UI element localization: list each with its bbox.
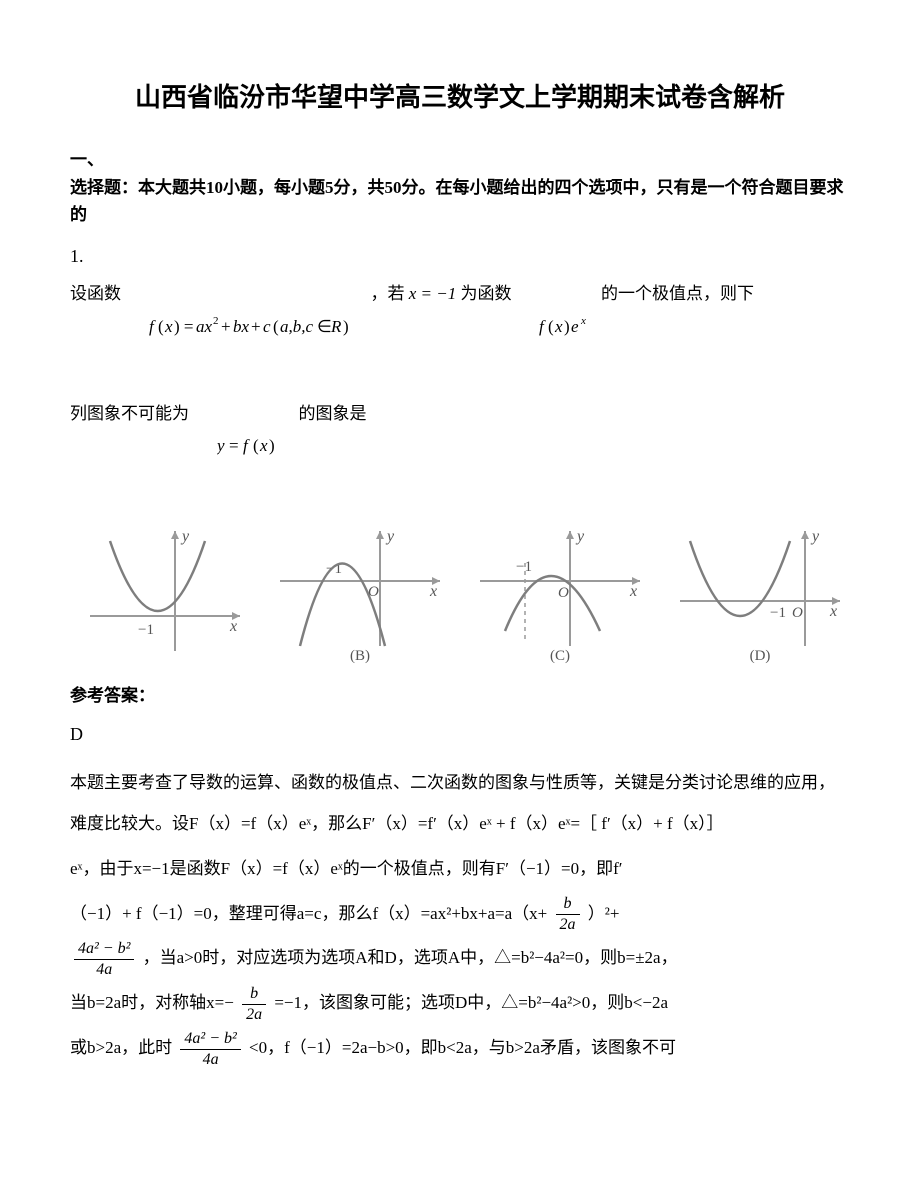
q-text: 的图象是 [299, 395, 367, 432]
exp-text: =−1，该图象可能；选项D中，△=b²−4a²>0，则b<−2a [274, 993, 668, 1012]
explanation-p1: 本题主要考查了导数的运算、函数的极值点、二次函数的图象与性质等，关键是分类讨论思… [70, 763, 850, 845]
frac-den: 2a [556, 915, 580, 933]
svg-text:(: ( [158, 317, 164, 336]
svg-text:−1: −1 [770, 605, 786, 621]
section-prefix: 一、 [70, 150, 104, 169]
frac-num: 4a² − b² [180, 1031, 240, 1050]
graphs-row: y x −1 y x −1 O (B) [70, 521, 850, 661]
svg-text:∈: ∈ [317, 317, 332, 336]
svg-text:y: y [180, 528, 190, 545]
exam-page: 山西省临汾市华望中学高三数学文上学期期末试卷含解析 一、 选择题：本大题共10小… [0, 0, 920, 1191]
svg-text:ax: ax [196, 317, 213, 336]
explanation-p2: eˣ，由于x=−1是函数F（x）=f（x）eˣ的一个极值点，则有F′（−1）=0… [70, 849, 850, 890]
svg-text:x: x [229, 618, 237, 635]
q-text: 设函数 [70, 275, 121, 312]
q-text: 为函数 [461, 275, 512, 312]
section-heading: 一、 选择题：本大题共10小题，每小题5分，共50分。在每小题给出的四个选项中，… [70, 146, 850, 228]
svg-text:x: x [259, 436, 268, 455]
svg-text:−1: −1 [516, 559, 532, 575]
page-title: 山西省临汾市华望中学高三数学文上学期期末试卷含解析 [70, 80, 850, 116]
svg-text:x: x [554, 317, 563, 336]
graph-label-C: (C) [550, 648, 570, 665]
fraction-4a2-b2: 4a² − b² 4a [74, 941, 134, 978]
svg-text:f: f [149, 317, 156, 336]
exp-text: <0，f（−1）=2a−b>0，即b<2a，与b>2a矛盾，该图象不可 [249, 1038, 676, 1057]
formula-fx-quadratic: f ( x ) = ax 2 + bx + c ( a,b,c ∈ R ) [123, 275, 369, 391]
fraction-b-2a: b 2a [556, 896, 580, 933]
explanation-p3: （−1）+ f（−1）=0，整理可得a=c，那么f（x）=ax²+bx+a=a（… [70, 894, 850, 935]
svg-text:+: + [221, 317, 231, 336]
graph-D: y x −1 O (D) [670, 521, 850, 661]
svg-text:O: O [792, 605, 803, 621]
question-number: 1. [70, 246, 850, 267]
exp-text: （−1）+ f（−1）=0，整理可得a=c，那么f（x）=ax²+bx+a=a（… [70, 904, 547, 923]
question-line-2: 列图象不可能为 y = f ( x ) 的图象是 [70, 395, 850, 509]
explanation-p5: 当b=2a时，对称轴x=− b 2a =−1，该图象可能；选项D中，△=b²−4… [70, 983, 850, 1024]
svg-text:x: x [164, 317, 173, 336]
formula-fx-ex: f ( x ) e x [514, 275, 600, 391]
frac-num: b [242, 986, 266, 1005]
svg-text:x: x [629, 583, 637, 600]
frac-den: 4a [180, 1050, 240, 1068]
graph-A: y x −1 [70, 521, 250, 661]
graph-B: y x −1 O (B) [270, 521, 450, 661]
svg-text:y: y [810, 528, 820, 545]
graph-label-D: (D) [750, 648, 771, 665]
svg-text:y: y [217, 436, 225, 455]
explanation-p4: 4a² − b² 4a ，当a>0时，对应选项为选项A和D，选项A中，△=b²−… [70, 938, 850, 979]
svg-text:e: e [571, 317, 579, 336]
frac-den: 4a [74, 960, 134, 978]
svg-text:x: x [580, 315, 586, 327]
section-text: 选择题：本大题共10小题，每小题5分，共50分。在每小题给出的四个选项中，只有是… [70, 178, 844, 224]
svg-text:(: ( [253, 436, 259, 455]
exp-text: 当b=2a时，对称轴x=− [70, 993, 234, 1012]
question-line-1: 设函数 f ( x ) = ax 2 + bx + c ( a,b,c ∈ R … [70, 275, 850, 391]
svg-text:y: y [385, 528, 395, 545]
svg-text:(: ( [273, 317, 279, 336]
answer-heading: 参考答案： [70, 681, 850, 706]
frac-den: 2a [242, 1005, 266, 1023]
svg-text:2: 2 [213, 315, 219, 327]
graph-label-B: (B) [350, 648, 370, 665]
formula-y-fx: y = f ( x ) [191, 395, 297, 509]
svg-text:x: x [429, 583, 437, 600]
exp-text: ，当a>0时，对应选项为选项A和D，选项A中，△=b²−4a²=0，则b=±2a… [143, 948, 678, 967]
svg-text:O: O [558, 585, 569, 601]
svg-text:=: = [229, 436, 239, 455]
fraction-4a2-b2-2: 4a² − b² 4a [180, 1031, 240, 1068]
svg-text:): ) [343, 317, 349, 336]
q-text: 列图象不可能为 [70, 395, 189, 432]
svg-text:c: c [263, 317, 271, 336]
svg-text:f: f [243, 436, 250, 455]
svg-text:f: f [539, 317, 546, 336]
svg-text:): ) [564, 317, 570, 336]
frac-num: 4a² − b² [74, 941, 134, 960]
answer-letter: D [70, 724, 850, 745]
svg-text:y: y [575, 528, 585, 545]
svg-text:R: R [330, 317, 342, 336]
graph-C: y x −1 O (C) [470, 521, 650, 661]
svg-text:): ) [269, 436, 275, 455]
formula-x-neg1: x = −1 [405, 275, 461, 312]
svg-text:) =: ) = [174, 317, 194, 336]
svg-text:(: ( [548, 317, 554, 336]
svg-text:bx: bx [233, 317, 250, 336]
svg-text:+: + [251, 317, 261, 336]
frac-num: b [556, 896, 580, 915]
explanation-p6: 或b>2a，此时 4a² − b² 4a <0，f（−1）=2a−b>0，即b<… [70, 1028, 850, 1069]
exp-text: 或b>2a，此时 [70, 1038, 172, 1057]
q-text: 的一个极值点，则下 [601, 275, 754, 312]
exp-text: ）²+ [588, 904, 620, 923]
q-text: ，若 [371, 275, 405, 312]
svg-text:x: x [829, 603, 837, 620]
fraction-b-2a-2: b 2a [242, 986, 266, 1023]
svg-text:−1: −1 [138, 622, 154, 638]
svg-text:a,b,c: a,b,c [280, 317, 314, 336]
